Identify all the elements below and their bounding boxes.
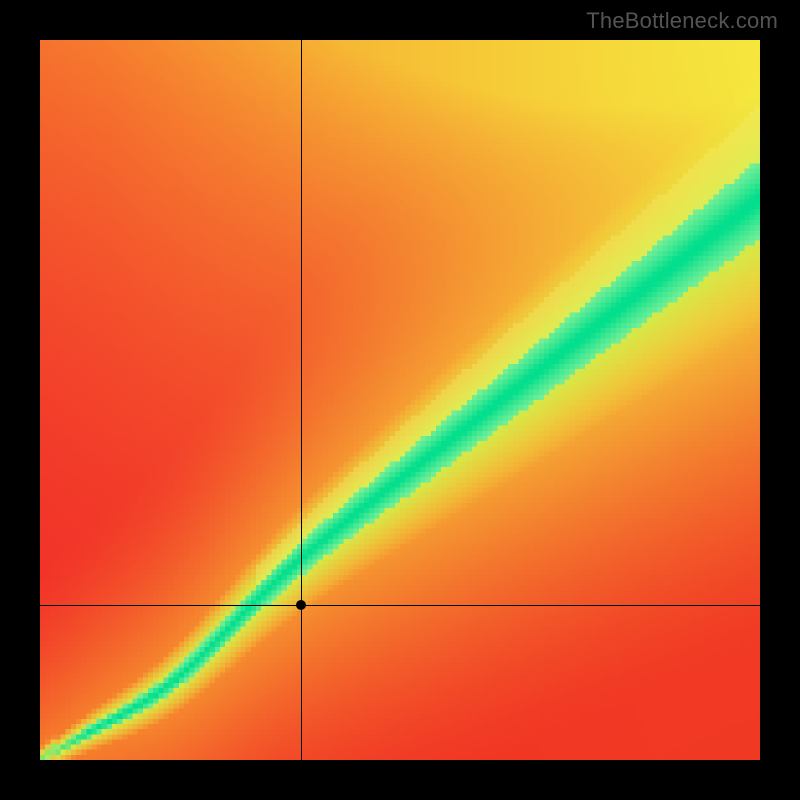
figure-container: TheBottleneck.com (0, 0, 800, 800)
crosshair-vertical (301, 40, 302, 760)
crosshair-horizontal (40, 605, 760, 606)
heatmap-plot (40, 40, 760, 760)
crosshair-marker (296, 600, 306, 610)
heatmap-canvas (40, 40, 760, 760)
watermark-text: TheBottleneck.com (586, 8, 778, 34)
